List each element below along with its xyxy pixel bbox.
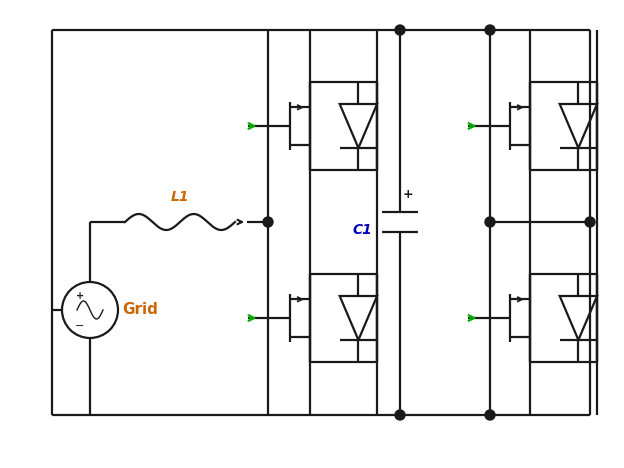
Circle shape	[485, 410, 495, 420]
Circle shape	[585, 217, 595, 227]
Circle shape	[395, 25, 405, 35]
Text: +: +	[402, 188, 413, 200]
Circle shape	[263, 217, 273, 227]
Text: C1: C1	[353, 223, 372, 237]
Circle shape	[485, 25, 495, 35]
Text: Grid: Grid	[122, 302, 158, 317]
Circle shape	[395, 410, 405, 420]
Text: L1: L1	[171, 190, 189, 204]
Circle shape	[485, 217, 495, 227]
Text: +: +	[76, 291, 84, 301]
Text: −: −	[76, 321, 85, 331]
